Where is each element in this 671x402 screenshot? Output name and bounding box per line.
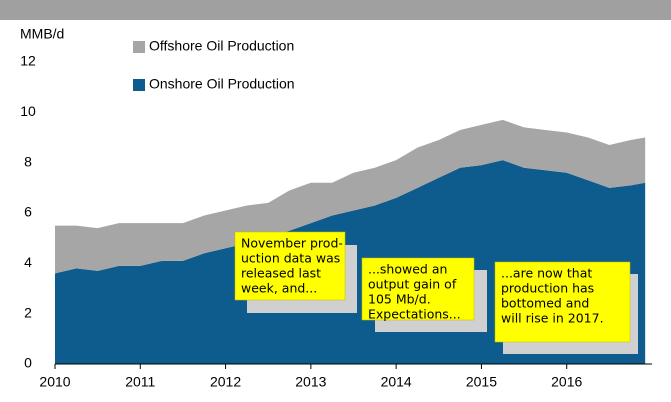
callout-text: ...showed an (368, 262, 447, 277)
callout-box (234, 231, 346, 301)
callout-text: production has (501, 281, 594, 296)
x-tick-label: 2013 (295, 374, 326, 390)
callout-text: will rise in 2017. (501, 311, 604, 326)
callout-text: ...are now that (501, 266, 592, 281)
callout-text: output gain of (368, 277, 457, 292)
legend-swatch (133, 41, 145, 53)
y-tick-label: 0 (24, 355, 32, 371)
y-tick-label: 6 (24, 204, 32, 220)
legend-label: Offshore Oil Production (149, 38, 294, 54)
callout-box (361, 257, 475, 321)
callout-text: released last (241, 266, 321, 281)
y-tick-label: 8 (24, 153, 32, 169)
x-tick-label: 2012 (210, 374, 241, 390)
header-bar (0, 0, 671, 20)
callout-text: November prod- (241, 236, 343, 251)
x-tick-label: 2014 (381, 374, 412, 390)
y-tick-label: 4 (24, 254, 32, 270)
legend-label: Onshore Oil Production (149, 76, 295, 92)
y-axis-label: MMB/d (20, 26, 64, 42)
y-tick-label: 12 (20, 53, 36, 69)
area (55, 119, 646, 274)
callout-text: bottomed and (501, 296, 589, 311)
x-tick-label: 2016 (551, 374, 582, 390)
legend-swatch (133, 79, 145, 91)
callout-text: uction data was (241, 251, 340, 266)
y-tick-label: 10 (20, 103, 36, 119)
y-tick-label: 2 (24, 304, 32, 320)
x-tick-label: 2011 (125, 374, 155, 390)
callout-box (494, 261, 631, 343)
callout-text: week, and... (241, 281, 317, 296)
callout-text: 105 Mb/d. (368, 292, 431, 307)
callout-text: Expectations... (368, 307, 461, 322)
x-tick-label: 2010 (39, 374, 70, 390)
x-tick-label: 2015 (466, 374, 497, 390)
